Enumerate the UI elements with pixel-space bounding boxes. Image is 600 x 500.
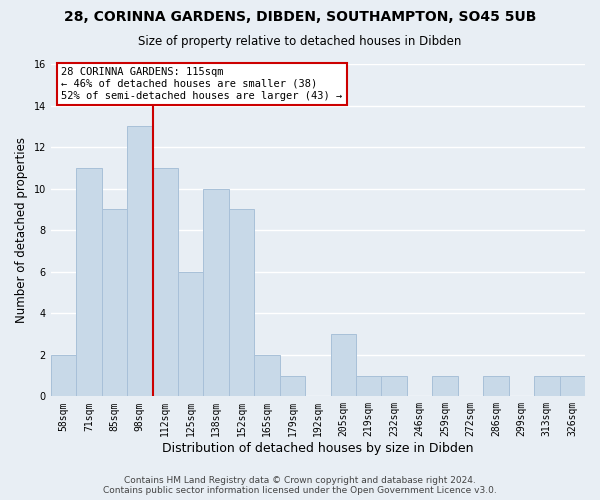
Bar: [483, 376, 509, 396]
Bar: [534, 376, 560, 396]
Text: Size of property relative to detached houses in Dibden: Size of property relative to detached ho…: [139, 35, 461, 48]
Bar: [560, 376, 585, 396]
Bar: [356, 376, 382, 396]
Bar: [152, 168, 178, 396]
Bar: [280, 376, 305, 396]
Bar: [254, 355, 280, 397]
Bar: [51, 355, 76, 397]
Bar: [433, 376, 458, 396]
X-axis label: Distribution of detached houses by size in Dibden: Distribution of detached houses by size …: [162, 442, 473, 455]
Bar: [382, 376, 407, 396]
Y-axis label: Number of detached properties: Number of detached properties: [15, 137, 28, 323]
Bar: [229, 210, 254, 396]
Bar: [331, 334, 356, 396]
Bar: [76, 168, 101, 396]
Bar: [203, 188, 229, 396]
Text: Contains HM Land Registry data © Crown copyright and database right 2024.
Contai: Contains HM Land Registry data © Crown c…: [103, 476, 497, 495]
Text: 28 CORINNA GARDENS: 115sqm
← 46% of detached houses are smaller (38)
52% of semi: 28 CORINNA GARDENS: 115sqm ← 46% of deta…: [61, 68, 343, 100]
Bar: [101, 210, 127, 396]
Text: 28, CORINNA GARDENS, DIBDEN, SOUTHAMPTON, SO45 5UB: 28, CORINNA GARDENS, DIBDEN, SOUTHAMPTON…: [64, 10, 536, 24]
Bar: [178, 272, 203, 396]
Bar: [127, 126, 152, 396]
